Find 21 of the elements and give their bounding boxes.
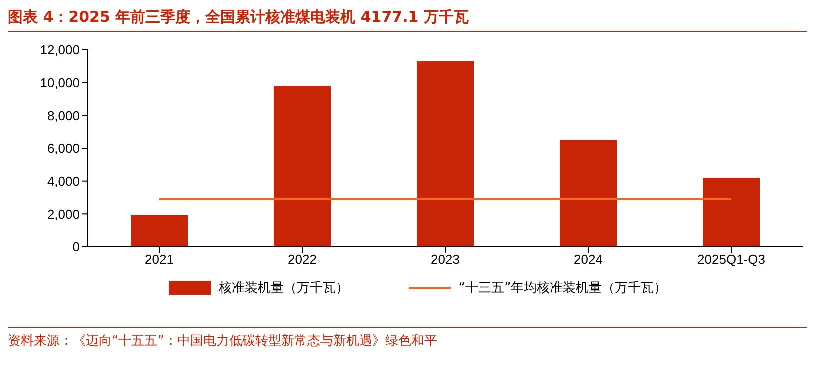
y-tick-label: 2,000 xyxy=(47,206,80,222)
bar xyxy=(274,86,331,247)
x-tick-label: 2024 xyxy=(574,252,603,268)
x-tick-label: 2023 xyxy=(431,252,460,268)
legend-label: “十三五”年均核准装机量（万千瓦） xyxy=(458,280,668,297)
y-tick-label: 10,000 xyxy=(40,75,80,90)
x-tick-label: 2022 xyxy=(288,252,317,268)
legend-label: 核准装机量（万千瓦） xyxy=(218,280,349,297)
bar xyxy=(131,214,188,247)
bar xyxy=(703,178,760,247)
y-tick-label: 4,000 xyxy=(47,174,80,189)
x-tick-label: 2021 xyxy=(145,252,174,268)
bar xyxy=(560,140,617,247)
y-tick-label: 0 xyxy=(72,240,80,255)
bar xyxy=(417,61,474,247)
chart-title: 图表 4：2025 年前三季度，全国累计核准煤电装机 4177.1 万千瓦 xyxy=(8,8,470,28)
text: 资料来源：《迈向“十五五”：中国电力低碳转型新常态与新机遇》绿色和平 xyxy=(8,333,438,350)
x-tick-label: 2025Q1-Q3 xyxy=(698,252,766,268)
y-tick-label: 12,000 xyxy=(40,42,80,58)
y-tick-label: 6,000 xyxy=(47,141,80,156)
y-tick-label: 8,000 xyxy=(47,108,80,124)
